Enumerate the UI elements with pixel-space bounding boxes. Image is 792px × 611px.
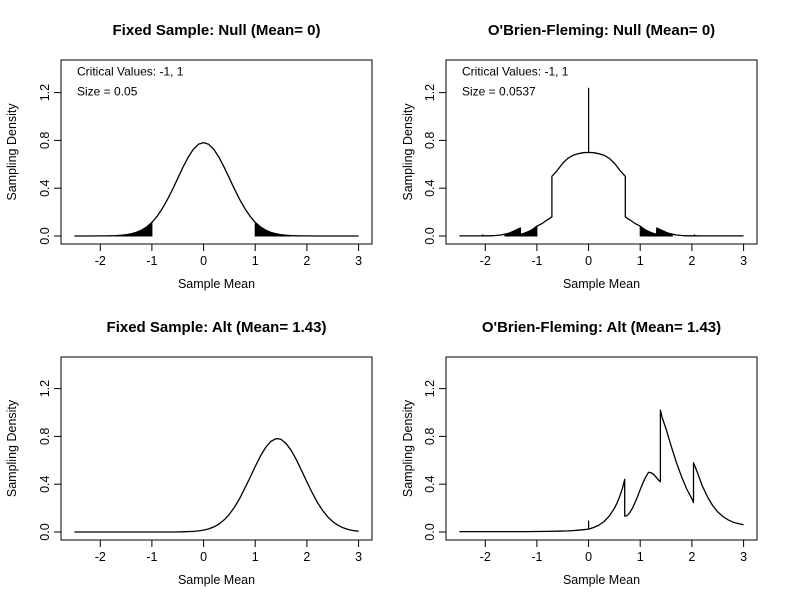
- y-tick-label: 0.8: [423, 132, 437, 149]
- density-curve: [459, 151, 744, 237]
- y-tick-label: 0.0: [38, 523, 52, 540]
- x-tick-label: 1: [637, 550, 644, 564]
- rejection-region-fill: [254, 221, 292, 237]
- y-tick-label: 0.8: [38, 428, 52, 445]
- annotation-line: Critical Values: -1, 1: [462, 64, 569, 78]
- y-tick-label: 0.8: [38, 132, 52, 149]
- x-tick-label: 1: [252, 550, 259, 564]
- x-tick-label: -1: [531, 550, 542, 564]
- x-tick-label: 1: [252, 254, 259, 268]
- density-curve: [74, 437, 359, 533]
- panel-title-obf-alt: O'Brien-Fleming: Alt (Mean= 1.43): [481, 319, 722, 336]
- x-tick-label: 2: [688, 550, 695, 564]
- x-axis-label: Sample Mean: [563, 573, 640, 587]
- y-axis-label: Sampling Density: [401, 399, 415, 497]
- y-tick-label: 0.8: [423, 428, 437, 445]
- plot-obf-alt: -2 -1 0 1 2 3 0.0 0.4 0.8 1.2 Sample Mean Sampling …: [401, 356, 758, 587]
- x-tick-label: -1: [146, 550, 157, 564]
- x-tick-label: -1: [531, 254, 542, 268]
- x-tick-label: 2: [303, 550, 310, 564]
- y-axis-label: Sampling Density: [401, 103, 415, 201]
- x-tick-label: 0: [585, 254, 592, 268]
- x-tick-label: 0: [200, 550, 207, 564]
- x-axis-label: Sample Mean: [178, 573, 255, 587]
- x-tick-label: -2: [95, 550, 106, 564]
- x-tick-label: 0: [200, 254, 207, 268]
- x-tick-label: 3: [355, 550, 362, 564]
- x-tick-label: -2: [480, 254, 491, 268]
- y-tick-label: 0.4: [423, 475, 437, 492]
- density-curve: [74, 141, 359, 237]
- x-tick-label: 3: [740, 550, 747, 564]
- annotation-line: Size = 0.0537: [462, 85, 536, 99]
- plot-box: [445, 356, 758, 541]
- plot-obf-null: -2 -1 0 1 2 3 0.0 0.4 0.8 1.2 Sample Mean Sampling …: [401, 59, 758, 291]
- y-tick-label: 1.2: [423, 84, 437, 101]
- plot-box: [445, 59, 758, 245]
- y-tick-label: 1.2: [38, 84, 52, 101]
- panel-title-fixed-null: Fixed Sample: Null (Mean= 0): [112, 22, 321, 39]
- x-tick-label: 1: [637, 254, 644, 268]
- x-tick-label: 2: [303, 254, 310, 268]
- panel-title-obf-null: O'Brien-Fleming: Null (Mean= 0): [487, 22, 716, 39]
- x-tick-label: 3: [355, 254, 362, 268]
- plot-fixed-alt: -2 -1 0 1 2 3 0.0 0.4 0.8 1.2 Sample Mean Sampling …: [5, 356, 373, 587]
- plot-box: [60, 59, 373, 245]
- x-tick-label: -2: [480, 550, 491, 564]
- y-tick-label: 0.0: [423, 523, 437, 540]
- y-tick-label: 1.2: [38, 380, 52, 397]
- y-tick-label: 0.0: [38, 227, 52, 244]
- x-axis-label: Sample Mean: [563, 277, 640, 291]
- density-curve: [459, 409, 744, 533]
- y-tick-label: 0.4: [38, 179, 52, 196]
- y-tick-label: 1.2: [423, 380, 437, 397]
- x-tick-label: -2: [95, 254, 106, 268]
- y-axis-label: Sampling Density: [5, 103, 19, 201]
- y-tick-label: 0.4: [423, 179, 437, 196]
- x-axis-label: Sample Mean: [178, 277, 255, 291]
- rejection-region-fill: [115, 221, 153, 237]
- y-tick-label: 0.0: [423, 227, 437, 244]
- plot-fixed-null: -2 -1 0 1 2 3 0.0 0.4 0.8 1.2 Sample Mean Sampling …: [5, 59, 373, 291]
- x-tick-label: -1: [146, 254, 157, 268]
- panel-title-fixed-alt: Fixed Sample: Alt (Mean= 1.43): [106, 319, 327, 336]
- plot-box: [60, 356, 373, 541]
- annotation-line: Critical Values: -1, 1: [77, 64, 184, 78]
- y-tick-label: 0.4: [38, 475, 52, 492]
- x-tick-label: 2: [688, 254, 695, 268]
- y-axis-label: Sampling Density: [5, 399, 19, 497]
- x-tick-label: 0: [585, 550, 592, 564]
- x-tick-label: 3: [740, 254, 747, 268]
- annotation-line: Size = 0.05: [77, 85, 138, 99]
